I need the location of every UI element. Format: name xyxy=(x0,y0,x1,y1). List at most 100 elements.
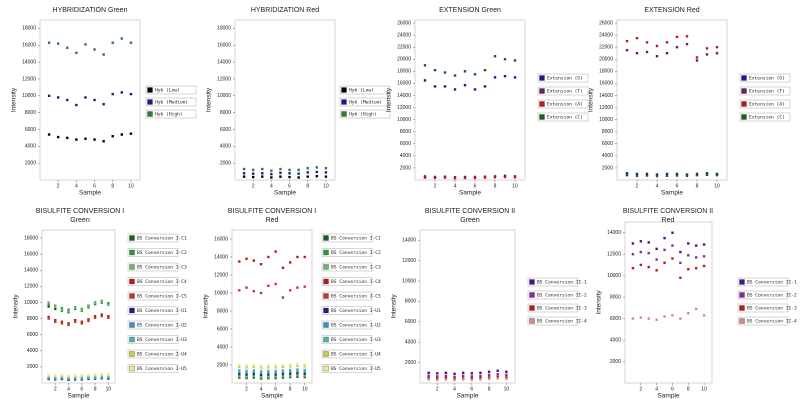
point xyxy=(655,269,658,272)
point xyxy=(47,94,51,97)
point xyxy=(270,169,273,172)
point xyxy=(695,56,699,59)
legend-swatch xyxy=(129,307,135,314)
point xyxy=(84,43,87,46)
point xyxy=(694,307,698,311)
y-tick-label: 14000 xyxy=(402,238,416,244)
point xyxy=(487,370,491,373)
chart-title: BISULFITE CONVERSION II xyxy=(623,208,713,215)
point xyxy=(505,373,508,377)
y-axis-label: Intensity xyxy=(588,87,595,112)
x-tick-label: 10 xyxy=(106,386,112,392)
legend-swatch xyxy=(323,336,329,343)
point xyxy=(297,176,300,179)
legend-swatch xyxy=(341,87,347,93)
point xyxy=(695,59,699,62)
legend-label: Extension (C) xyxy=(547,115,583,121)
legend-box xyxy=(127,277,179,286)
point xyxy=(75,51,78,55)
legend-box xyxy=(127,364,179,373)
point xyxy=(631,253,635,256)
point xyxy=(60,373,64,377)
y-tick-label: 8000 xyxy=(405,299,416,305)
x-tick-label: 4 xyxy=(270,183,273,189)
point xyxy=(259,291,263,295)
point xyxy=(715,173,719,177)
legend-box xyxy=(737,303,789,313)
point xyxy=(453,378,456,382)
point xyxy=(625,173,629,177)
point xyxy=(288,372,292,375)
point xyxy=(102,140,105,143)
point xyxy=(87,376,90,379)
point xyxy=(483,85,487,88)
x-tick-label: 10 xyxy=(701,386,707,392)
point xyxy=(251,168,255,172)
point xyxy=(513,176,517,179)
legend-label: BS Conversion I-U3 xyxy=(137,337,187,343)
legend-swatch xyxy=(539,114,545,120)
x-tick-label: 4 xyxy=(656,183,659,189)
point xyxy=(463,70,467,73)
point xyxy=(473,88,477,91)
point xyxy=(259,364,263,368)
y-tick-label: 16000 xyxy=(217,43,231,49)
point xyxy=(270,176,273,179)
point xyxy=(655,55,659,58)
point xyxy=(245,373,248,376)
plot-frame xyxy=(419,229,516,384)
y-tick-label: 18000 xyxy=(24,235,38,241)
legend-label: Hyb (Low) xyxy=(349,88,374,94)
x-tick-label: 2 xyxy=(636,183,639,189)
point xyxy=(288,168,291,172)
legend-label: BS Conversion I-C5 xyxy=(331,294,381,300)
point xyxy=(296,286,299,289)
point xyxy=(238,363,241,367)
point xyxy=(129,41,133,44)
point xyxy=(47,133,51,136)
point xyxy=(281,371,285,374)
legend-swatch xyxy=(129,336,135,343)
point xyxy=(73,318,77,322)
point xyxy=(303,368,306,372)
point xyxy=(100,375,103,378)
point xyxy=(655,174,659,178)
legend-box xyxy=(537,99,589,109)
legend-box xyxy=(737,277,789,287)
point xyxy=(120,133,124,136)
chart-subtitle: Red xyxy=(662,217,675,224)
plot-frame xyxy=(234,19,336,181)
point xyxy=(625,172,629,175)
point xyxy=(423,79,427,82)
x-tick-label: 2 xyxy=(54,386,57,392)
legend-box xyxy=(321,277,373,286)
legend-box xyxy=(127,306,179,315)
point xyxy=(645,172,649,176)
point xyxy=(444,374,448,378)
point xyxy=(635,36,639,40)
point xyxy=(259,373,263,377)
point xyxy=(73,374,77,377)
point xyxy=(288,175,291,179)
point xyxy=(242,167,246,171)
plot-frame xyxy=(624,221,713,384)
point xyxy=(100,300,103,303)
x-tick-label: 6 xyxy=(676,183,679,189)
point xyxy=(679,250,682,254)
point xyxy=(261,175,264,178)
point xyxy=(505,377,508,381)
point xyxy=(639,250,643,254)
legend-swatch xyxy=(539,101,545,107)
y-tick-label: 6000 xyxy=(602,141,613,147)
y-tick-label: 2000 xyxy=(610,359,621,365)
point xyxy=(645,41,649,44)
legend-swatch xyxy=(323,235,329,241)
point xyxy=(687,268,690,271)
point xyxy=(715,172,719,176)
point xyxy=(93,138,96,141)
y-tick-label: 2000 xyxy=(400,165,411,171)
legend-label: BS Conversion I-C4 xyxy=(137,279,187,285)
point xyxy=(655,173,659,176)
legend-box xyxy=(739,86,791,96)
legend-box xyxy=(321,248,373,257)
